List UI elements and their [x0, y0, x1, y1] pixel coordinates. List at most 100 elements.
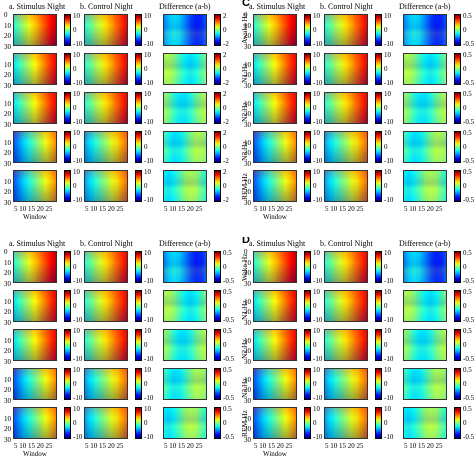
colorbar-tick: 0.5: [223, 249, 232, 257]
colorbar-tick: 0: [73, 341, 77, 349]
heatmap-frame: [84, 92, 128, 124]
heatmap: [163, 251, 207, 283]
heatmap: [403, 170, 447, 202]
heatmap-frame: [253, 92, 297, 124]
heatmap-frame: [403, 131, 447, 163]
colorbar-tick: 10: [313, 12, 320, 20]
colorbar-tick: -0.5: [463, 355, 474, 363]
heatmap: [403, 329, 447, 361]
heatmap-frame: [163, 131, 207, 163]
heatmap: [324, 170, 368, 202]
colorbar-tick: 10: [144, 90, 151, 98]
colorbar-tick: 0: [313, 182, 317, 190]
heatmap-frame: [13, 170, 57, 202]
colorbar-tick: 0.5: [463, 129, 472, 137]
colorbar-tick: -0.5: [223, 355, 234, 363]
y-tick-label: 30: [244, 397, 251, 405]
colorbar: [135, 368, 142, 400]
colorbar-tick: 0: [384, 143, 388, 151]
figure-panel: a. Stimulus Night b. Control Night Differe…: [0, 237, 234, 474]
colorbar-tick: 10: [384, 12, 391, 20]
colorbar-tick: -0.5: [463, 433, 474, 441]
colorbar-tick: 0: [463, 104, 467, 112]
heatmap-frame: [84, 407, 128, 439]
heatmap-frame: [403, 92, 447, 124]
heatmap: [253, 329, 297, 361]
heatmap: [403, 131, 447, 163]
y-tick-label: 30: [244, 319, 251, 327]
heatmap: [163, 14, 207, 46]
colorbar: [135, 329, 142, 361]
colorbar: [454, 131, 461, 163]
colorbar: [214, 290, 221, 322]
colorbar: [135, 290, 142, 322]
colorbar-tick: -10: [313, 79, 323, 87]
colorbar: [214, 131, 221, 163]
colorbar-tick: -10: [384, 196, 394, 204]
heatmap: [253, 368, 297, 400]
y-tick-label: 30: [4, 160, 11, 168]
colorbar-tick: 0: [73, 143, 77, 151]
colorbar-tick: 0: [463, 380, 467, 388]
colorbar: [375, 170, 382, 202]
heatmap-frame: [253, 131, 297, 163]
x-tick-labels: 5 10 15 20 25: [325, 442, 364, 450]
x-tick-labels: 5 10 15 20 25: [85, 205, 124, 213]
colorbar: [454, 92, 461, 124]
heatmap: [324, 251, 368, 283]
colorbar: [375, 407, 382, 439]
y-tick-label: 30: [4, 82, 11, 90]
colorbar-tick: 10: [73, 168, 80, 176]
heatmap: [324, 368, 368, 400]
y-tick-label: 30: [244, 199, 251, 207]
heatmap-frame: [163, 251, 207, 283]
colorbar: [375, 14, 382, 46]
colorbar-tick: -10: [73, 316, 83, 324]
colorbar-tick: 0: [223, 182, 227, 190]
colorbar: [454, 368, 461, 400]
y-tick-label: 10: [4, 375, 11, 384]
colorbar-tick: 0: [73, 182, 77, 190]
colorbar-tick: -10: [384, 157, 394, 165]
x-tick-labels: 5 10 15 20 25: [164, 205, 203, 213]
heatmap-frame: [13, 329, 57, 361]
column-title: b. Control Night: [320, 239, 373, 248]
heatmap: [324, 14, 368, 46]
colorbar-tick: -10: [73, 79, 83, 87]
colorbar-tick: -0.5: [463, 316, 474, 324]
x-axis-label: Window: [23, 450, 47, 458]
colorbar: [375, 53, 382, 85]
colorbar-tick: 10: [313, 405, 320, 413]
y-tick-label: 30: [4, 43, 11, 51]
colorbar: [304, 329, 311, 361]
y-tick-label: 30: [4, 358, 11, 366]
colorbar-tick: 10: [313, 129, 320, 137]
colorbar: [454, 53, 461, 85]
colorbar-tick: 0: [144, 341, 148, 349]
colorbar: [304, 368, 311, 400]
colorbar-tick: 0: [384, 263, 388, 271]
colorbar-tick: -10: [73, 40, 83, 48]
colorbar-tick: 0: [144, 65, 148, 73]
heatmap-frame: [253, 170, 297, 202]
colorbar-tick: -10: [384, 355, 394, 363]
colorbar-tick: 10: [384, 288, 391, 296]
colorbar-tick: -10: [144, 277, 154, 285]
x-tick-labels: 5 10 15 20 25: [14, 442, 53, 450]
colorbar-tick: -0.5: [223, 316, 234, 324]
y-tick-label: 10: [244, 21, 251, 30]
heatmap-frame: [84, 329, 128, 361]
colorbar: [135, 251, 142, 283]
colorbar-tick: 2: [223, 90, 227, 98]
colorbar-tick: 0: [463, 419, 467, 427]
heatmap-frame: [324, 407, 368, 439]
colorbar: [135, 131, 142, 163]
heatmap: [13, 92, 57, 124]
y-tick-label: 30: [244, 280, 251, 288]
colorbar-tick: 2: [223, 51, 227, 59]
colorbar-tick: -10: [144, 79, 154, 87]
colorbar-tick: 0: [313, 341, 317, 349]
colorbar-tick: 10: [73, 90, 80, 98]
colorbar-tick: 10: [313, 249, 320, 257]
heatmap: [13, 131, 57, 163]
